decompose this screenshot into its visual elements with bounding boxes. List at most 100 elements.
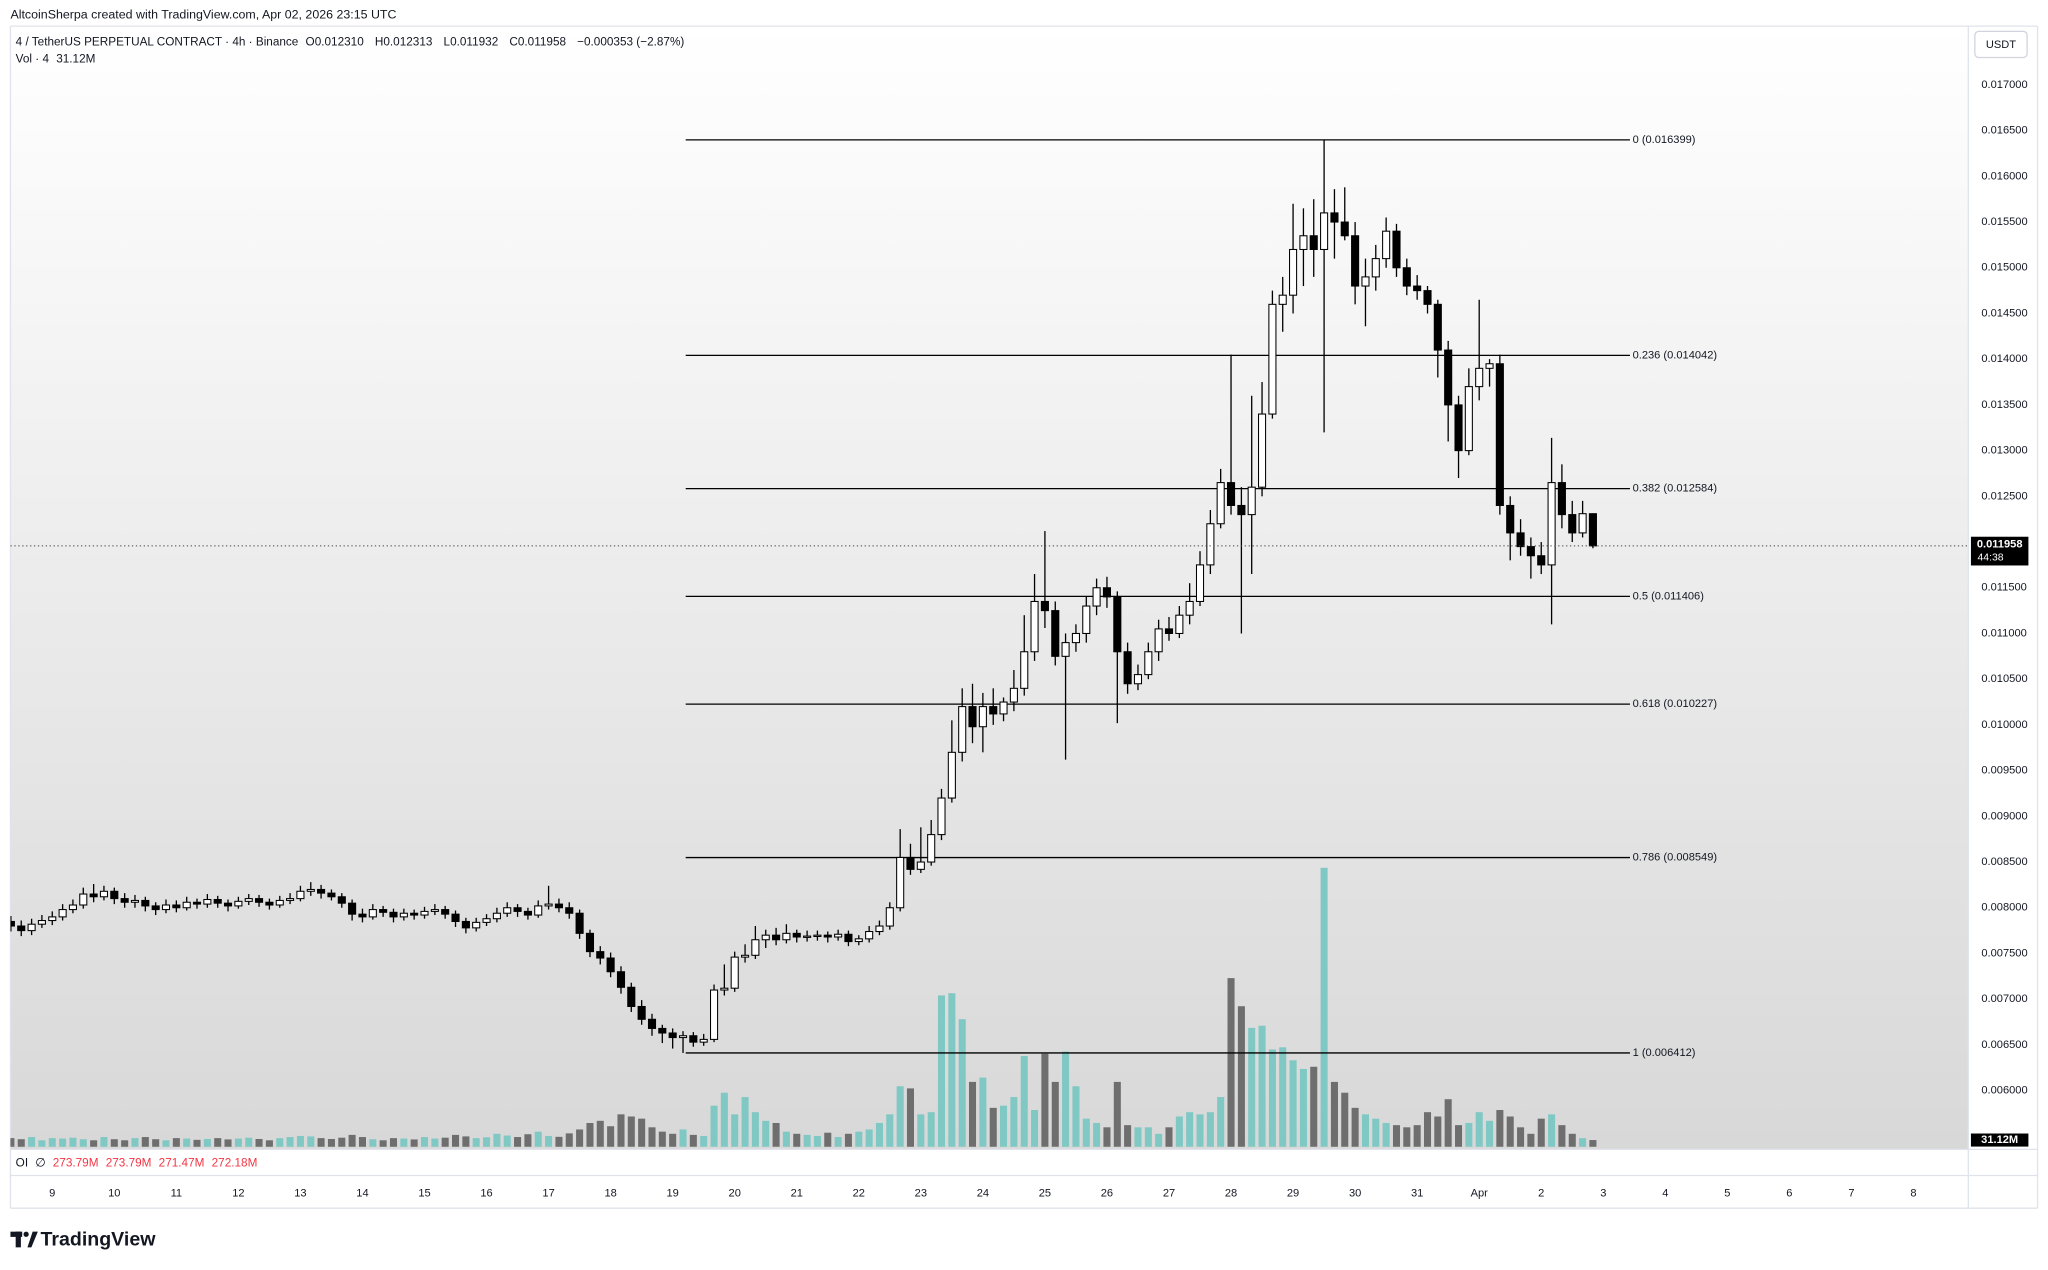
volume-bar [172,1138,180,1147]
volume-bar [1558,1125,1566,1147]
x-tick-label: 3 [1600,1188,1606,1200]
volume-bar [917,1114,925,1147]
candle-body [1351,235,1360,287]
y-tick-label: 0.008500 [1981,856,2027,868]
candle-body [627,986,636,1008]
candle-body [223,902,233,907]
volume-bar [462,1136,470,1147]
y-tick-label: 0.008000 [1981,902,2027,914]
y-tick-label: 0.009000 [1981,810,2027,822]
volume-bar [968,1081,977,1147]
candle-body [523,910,532,916]
tradingview-logo [10,1231,38,1248]
candle-body [420,910,429,916]
candle-body [513,907,522,912]
volume-bar [793,1133,801,1147]
volume-bar [400,1138,408,1147]
volume-bar [576,1129,584,1147]
volume-bar [617,1114,625,1147]
candle-body [213,898,222,904]
candle-body [658,1027,667,1034]
currency-button[interactable] [1974,30,2028,59]
candle-body [1195,564,1205,602]
symbol[interactable]: 4 / TetherUS PERPETUAL CONTRACT · 4h · B… [15,35,299,49]
candle-body [172,904,181,909]
x-tick-label: 19 [666,1188,678,1200]
volume-bar [875,1122,883,1147]
candle-body [637,1005,646,1020]
volume-bar [327,1138,335,1147]
oi-title[interactable]: OI [15,1155,29,1169]
candle-body [203,898,212,905]
y-tick-label: 0.017000 [1981,79,2027,91]
candle-body [379,909,388,913]
y-tick-label: 0.010000 [1981,719,2027,731]
candle-body [1547,482,1556,566]
fib-label: 0.786 (0.008549) [1633,851,1718,863]
volume-bar [100,1137,108,1147]
candle-body [813,934,822,938]
volume-bar [420,1137,429,1147]
candle-body [1361,276,1370,287]
x-tick-label: 31 [1411,1188,1423,1200]
y-tick-label: 0.010500 [1981,673,2027,685]
candle-body [616,971,626,988]
volume-bar [224,1139,232,1147]
candle-body [720,987,729,991]
ohlc-key: O [305,35,315,49]
candle-body [1133,674,1143,685]
volume-bar [1237,1006,1245,1147]
volume-bar [710,1105,718,1147]
candle-body [192,901,202,905]
candle-body [1320,212,1329,250]
candle-body [575,912,584,934]
candle-body [554,903,563,909]
currency-label[interactable]: USDT [1986,39,2016,51]
oi-icon[interactable]: ∅ [35,1155,46,1169]
volume-bar [317,1138,325,1147]
volume-bar [803,1134,811,1147]
x-tick-label: 28 [1225,1188,1237,1200]
fib-label: 0.618 (0.010227) [1633,698,1718,710]
candle-body [1588,513,1597,547]
candle-body [544,903,553,907]
candle-body [503,907,512,914]
candle-body [79,893,88,906]
volume-bar [1548,1114,1556,1147]
candle-body [48,916,57,922]
volume-title[interactable]: Vol · 4 [15,52,49,66]
y-tick-label: 0.013500 [1981,399,2027,411]
change: −0.000353 (−2.87%) [577,35,685,49]
volume-bar [131,1138,139,1147]
volume-bar [658,1131,666,1147]
candle-body [606,957,615,973]
volume-bar [431,1138,439,1147]
candle-body [761,934,770,941]
candle-body [534,905,543,916]
volume-bar [452,1134,460,1147]
y-tick-label: 0.006000 [1981,1085,2027,1097]
volume-bar [555,1136,563,1147]
ohlc: O0.012310 [306,35,368,48]
x-tick-label: 30 [1349,1188,1361,1200]
volume-bar [1496,1110,1504,1147]
y-tick-label: 0.007500 [1981,947,2027,959]
volume-bar [358,1137,366,1147]
volume-bar [565,1133,573,1147]
volume-bar [1392,1125,1401,1147]
volume-bar [152,1139,160,1147]
candle-body [151,905,160,911]
candle-body [327,892,336,898]
candle-body [699,1038,708,1043]
volume-bar [834,1137,842,1147]
y-tick-label: 0.015500 [1981,216,2027,228]
x-tick-label: 11 [171,1188,183,1200]
volume-bar [296,1135,304,1147]
candle-body [492,912,501,920]
volume-layer [10,867,1597,1147]
candle-body [978,706,987,728]
candle-body [689,1035,698,1043]
y-tick-label: 0.006500 [1981,1039,2027,1051]
last-price-label: 0.011958 [1977,539,2023,551]
volume-bar [1330,1081,1338,1147]
